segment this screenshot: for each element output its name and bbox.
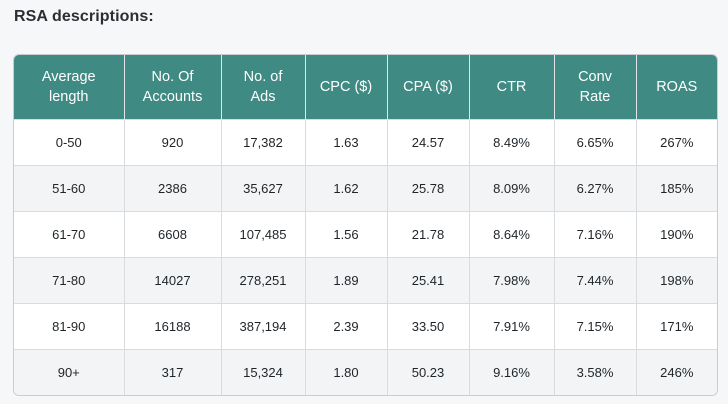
- data-table: Average length No. Of Accounts No. of Ad…: [14, 55, 717, 395]
- cell-roas: 171%: [636, 303, 717, 350]
- cell-accounts: 920: [124, 119, 222, 166]
- table-row: 61-70 6608 107,485 1.56 21.78 8.64% 7.16…: [14, 211, 717, 258]
- cell-ctr: 7.98%: [469, 257, 555, 304]
- cell-accounts: 2386: [124, 165, 222, 212]
- header-text: CPC ($): [319, 79, 373, 95]
- cell-roas: 267%: [636, 119, 717, 166]
- cell-cpc: 1.63: [305, 119, 388, 166]
- cell-cpc: 1.62: [305, 165, 388, 212]
- header-row: Average length No. Of Accounts No. of Ad…: [14, 55, 717, 120]
- cell-conv-rate: 6.27%: [554, 165, 637, 212]
- cell-average-length: 0-50: [14, 119, 125, 166]
- cell-conv-rate: 7.16%: [554, 211, 637, 258]
- cell-ads: 387,194: [221, 303, 306, 350]
- header-average-length: Average length: [14, 55, 125, 120]
- cell-ctr: 8.64%: [469, 211, 555, 258]
- table-row: 71-80 14027 278,251 1.89 25.41 7.98% 7.4…: [14, 257, 717, 304]
- header-cpa: CPA ($): [387, 55, 470, 120]
- header-cpc: CPC ($): [305, 55, 388, 120]
- table-row: 81-90 16188 387,194 2.39 33.50 7.91% 7.1…: [14, 303, 717, 350]
- cell-ctr: 9.16%: [469, 349, 555, 395]
- cell-cpa: 24.57: [387, 119, 470, 166]
- cell-average-length: 81-90: [14, 303, 125, 350]
- header-text: length: [48, 89, 89, 105]
- header-text: Average: [41, 69, 96, 85]
- cell-roas: 185%: [636, 165, 717, 212]
- cell-average-length: 61-70: [14, 211, 125, 258]
- cell-cpc: 2.39: [305, 303, 388, 350]
- header-text: ROAS: [656, 79, 698, 95]
- cell-roas: 198%: [636, 257, 717, 304]
- cell-cpc: 1.80: [305, 349, 388, 395]
- section-heading: RSA descriptions:: [14, 8, 154, 25]
- header-text: Rate: [579, 89, 611, 105]
- header-conv-rate: Conv Rate: [554, 55, 637, 120]
- header-ctr: CTR: [469, 55, 555, 120]
- table-row: 90+ 317 15,324 1.80 50.23 9.16% 3.58% 24…: [14, 349, 717, 395]
- cell-accounts: 317: [124, 349, 222, 395]
- cell-ads: 278,251: [221, 257, 306, 304]
- cell-accounts: 16188: [124, 303, 222, 350]
- cell-accounts: 14027: [124, 257, 222, 304]
- cell-cpa: 25.41: [387, 257, 470, 304]
- header-text: Conv: [578, 69, 612, 85]
- cell-roas: 246%: [636, 349, 717, 395]
- cell-ads: 35,627: [221, 165, 306, 212]
- cell-conv-rate: 6.65%: [554, 119, 637, 166]
- header-text: Ads: [250, 89, 276, 105]
- cell-cpa: 50.23: [387, 349, 470, 395]
- header-no-of-accounts: No. Of Accounts: [124, 55, 222, 120]
- header-text: CTR: [496, 79, 527, 95]
- cell-cpa: 25.78: [387, 165, 470, 212]
- cell-average-length: 90+: [14, 349, 125, 395]
- cell-cpa: 33.50: [387, 303, 470, 350]
- cell-cpc: 1.56: [305, 211, 388, 258]
- table-row: 51-60 2386 35,627 1.62 25.78 8.09% 6.27%…: [14, 165, 717, 212]
- cell-conv-rate: 7.44%: [554, 257, 637, 304]
- cell-roas: 190%: [636, 211, 717, 258]
- cell-ads: 17,382: [221, 119, 306, 166]
- header-roas: ROAS: [636, 55, 717, 120]
- cell-conv-rate: 7.15%: [554, 303, 637, 350]
- header-text: Accounts: [142, 89, 203, 105]
- cell-average-length: 51-60: [14, 165, 125, 212]
- header-text: No. Of: [151, 69, 194, 85]
- cell-ads: 15,324: [221, 349, 306, 395]
- cell-conv-rate: 3.58%: [554, 349, 637, 395]
- cell-ctr: 8.49%: [469, 119, 555, 166]
- cell-cpa: 21.78: [387, 211, 470, 258]
- header-no-of-ads: No. of Ads: [221, 55, 306, 120]
- table-body: 0-50 920 17,382 1.63 24.57 8.49% 6.65% 2…: [14, 119, 717, 395]
- cell-ctr: 8.09%: [469, 165, 555, 212]
- header-text: No. of: [243, 69, 283, 85]
- rsa-descriptions-table: Average length No. Of Accounts No. of Ad…: [13, 54, 718, 396]
- cell-ctr: 7.91%: [469, 303, 555, 350]
- cell-average-length: 71-80: [14, 257, 125, 304]
- header-text: CPA ($): [403, 79, 453, 95]
- table-header: Average length No. Of Accounts No. of Ad…: [14, 55, 717, 120]
- table-row: 0-50 920 17,382 1.63 24.57 8.49% 6.65% 2…: [14, 119, 717, 166]
- cell-ads: 107,485: [221, 211, 306, 258]
- cell-accounts: 6608: [124, 211, 222, 258]
- cell-cpc: 1.89: [305, 257, 388, 304]
